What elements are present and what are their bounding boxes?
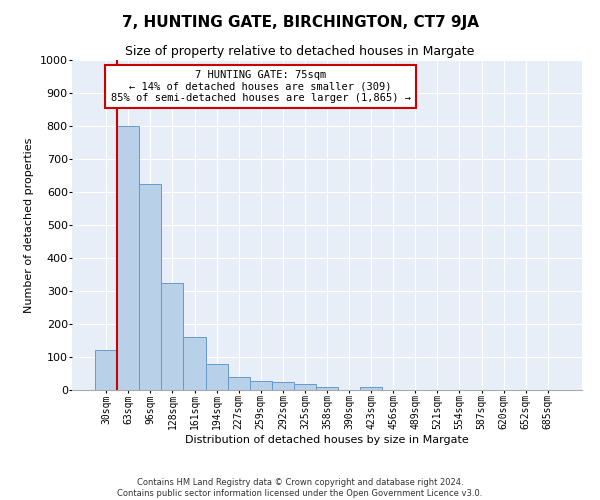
Bar xyxy=(272,382,294,390)
Text: Contains HM Land Registry data © Crown copyright and database right 2024.
Contai: Contains HM Land Registry data © Crown c… xyxy=(118,478,482,498)
Bar xyxy=(117,126,139,390)
Bar xyxy=(250,381,272,390)
Bar xyxy=(206,364,227,390)
Text: 7 HUNTING GATE: 75sqm
← 14% of detached houses are smaller (309)
85% of semi-det: 7 HUNTING GATE: 75sqm ← 14% of detached … xyxy=(110,70,410,103)
Bar xyxy=(294,384,316,390)
Y-axis label: Number of detached properties: Number of detached properties xyxy=(24,138,34,312)
Text: 7, HUNTING GATE, BIRCHINGTON, CT7 9JA: 7, HUNTING GATE, BIRCHINGTON, CT7 9JA xyxy=(121,15,479,30)
Bar xyxy=(161,283,184,390)
Bar xyxy=(360,386,382,390)
Bar xyxy=(316,386,338,390)
Bar xyxy=(139,184,161,390)
Bar xyxy=(95,350,117,390)
Bar xyxy=(227,377,250,390)
X-axis label: Distribution of detached houses by size in Margate: Distribution of detached houses by size … xyxy=(185,435,469,445)
Text: Size of property relative to detached houses in Margate: Size of property relative to detached ho… xyxy=(125,45,475,58)
Bar xyxy=(184,337,206,390)
